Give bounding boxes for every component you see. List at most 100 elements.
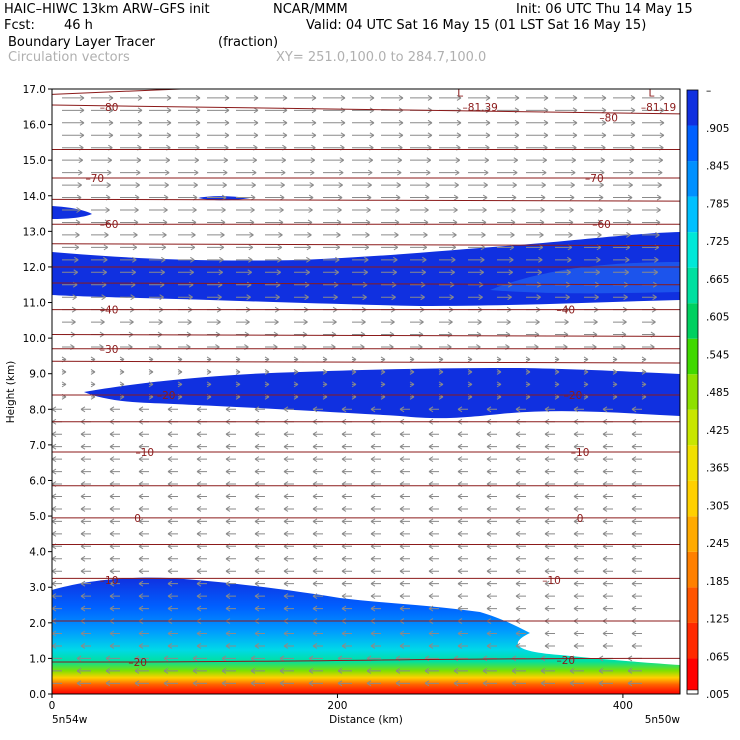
wind-vector [613,319,627,326]
wind-vector [468,157,490,164]
wind-vector [424,667,439,674]
wind-vector [515,630,526,637]
wind-vector [573,580,584,587]
wind-vector [457,443,468,450]
wind-vector [80,518,91,525]
wind-vector [352,194,372,201]
wind-vector [526,194,546,201]
wind-vector [555,319,569,326]
wind-vector [254,643,265,649]
wind-vector [52,605,62,612]
wind-vector [138,468,149,475]
wind-vector [265,94,288,101]
wind-vector [167,518,178,525]
wind-vector [381,256,398,263]
contour-label: –70 [86,173,105,185]
wind-vector [294,319,308,326]
wind-vector [119,381,125,388]
wind-vector [370,630,381,637]
wind-vector [323,182,343,189]
wind-vector [312,643,323,649]
wind-vector [468,231,486,238]
wind-vector [613,294,628,301]
y-tick-label: 11.0 [23,298,46,310]
wind-vector [555,231,573,238]
wind-vector [544,468,555,475]
wind-vector [196,593,207,600]
wind-vector [457,605,468,612]
wind-vector [225,568,236,575]
wind-vector [380,356,386,363]
wind-vector [438,381,444,388]
wind-vector [322,369,328,375]
wind-vector [109,493,120,500]
wind-vector [178,256,195,263]
wind-vector [138,530,149,537]
wind-vector [134,655,149,662]
wind-vector [109,593,120,600]
wind-vector [138,643,149,649]
wind-vector [631,406,642,413]
wind-vector [254,630,265,637]
wind-vector [602,456,613,463]
wind-vector [468,256,485,263]
wind-vector [352,269,369,276]
wind-vector [569,667,584,674]
wind-vector [265,294,280,301]
wind-vector [410,319,424,326]
wind-vector [52,493,62,500]
wind-vector [120,107,143,114]
wind-vector [236,331,250,338]
wind-vector [370,643,381,649]
wind-vector [138,406,149,413]
wind-vector [109,568,120,575]
wind-vector [468,132,491,139]
wind-vector [283,493,294,500]
wind-vector [583,381,589,388]
colorbar-swatch [686,689,699,695]
field-units: (fraction) [218,35,279,50]
wind-vector [515,580,526,587]
wind-vector [149,107,172,114]
contour-label: –40 [100,305,119,317]
colorbar-swatch [687,409,698,446]
isotherm-line [52,485,680,487]
wind-vector [279,667,294,674]
wind-vector [120,94,143,101]
wind-vector [192,667,207,674]
wind-vector [467,381,473,388]
wind-vector [163,680,178,687]
wind-vector [584,94,607,101]
wind-vector [167,456,178,463]
wind-vector [631,443,642,450]
wind-vector [544,593,555,600]
colorbar-label: .125 [706,614,729,626]
wind-vector [381,294,396,301]
wind-vector [61,369,67,375]
wind-vector [526,269,543,276]
wind-vector [264,381,270,388]
wind-vector [134,667,149,674]
y-tick-label: 17.0 [23,84,46,96]
wind-vector [221,655,236,662]
wind-vector [642,231,660,238]
wind-vector [207,107,230,114]
wind-vector [515,643,526,649]
wind-vector [410,94,433,101]
wind-vector [381,207,400,213]
wind-vector [163,655,178,662]
wind-vector [457,593,468,600]
wind-vector [555,94,578,101]
wind-vector [631,630,642,637]
wind-vector [352,94,375,101]
wind-vector [178,269,195,276]
wind-vector [613,94,636,101]
contour-label: –20 [157,390,176,402]
wind-vector [573,406,584,413]
wind-vector [178,231,196,238]
wind-vector [544,568,555,575]
wind-vector [196,506,207,512]
wind-vector [109,643,120,649]
wind-vector [138,630,149,637]
wind-vector [308,667,323,674]
